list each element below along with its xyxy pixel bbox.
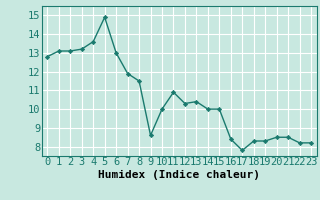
- X-axis label: Humidex (Indice chaleur): Humidex (Indice chaleur): [98, 170, 260, 180]
